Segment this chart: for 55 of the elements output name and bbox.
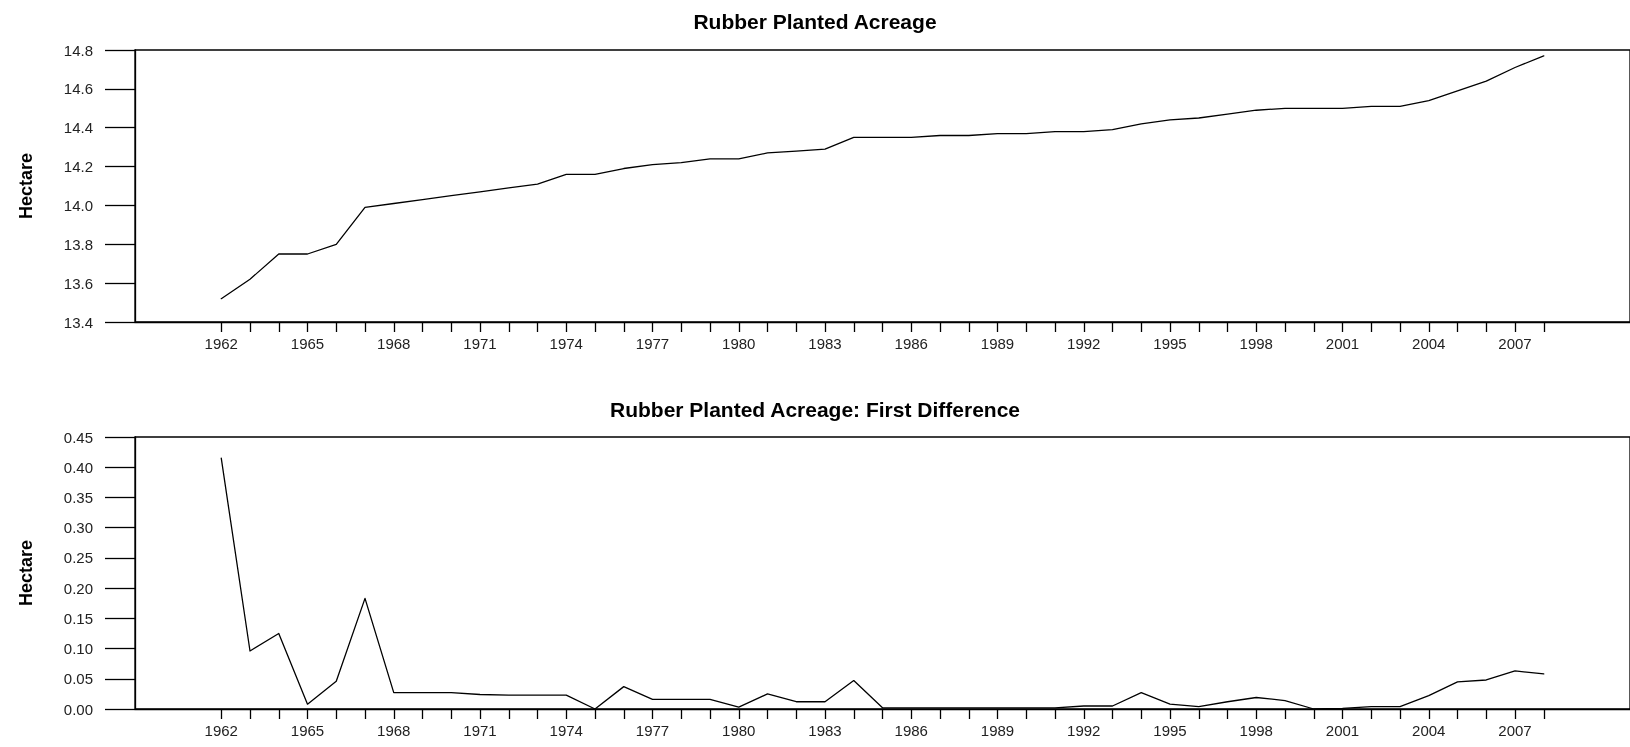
x-tick-label: 1980 (722, 335, 756, 352)
x-tick-label: 1992 (1067, 722, 1101, 739)
x-tick-label: 2004 (1412, 335, 1446, 352)
x-tick-label: 2007 (1498, 335, 1532, 352)
x-tick-label: 1977 (635, 722, 670, 739)
x-tick-label: 1971 (463, 335, 497, 352)
x-tick-label: 1965 (290, 335, 325, 352)
x-tick-label: 1983 (808, 722, 842, 739)
x-tick-label: 1989 (980, 722, 1015, 739)
x-tick-label: 1992 (1067, 335, 1101, 352)
x-tick-label: 1989 (980, 335, 1015, 352)
y-tick-label: 13.6 (63, 274, 93, 292)
y-tick-label: 0.40 (63, 458, 93, 476)
chart-title: Rubber Planted Acreage (693, 10, 937, 33)
y-tick-label: 14.0 (63, 196, 93, 214)
x-tick-label: 1971 (463, 722, 497, 739)
x-tick-label: 1962 (204, 722, 238, 739)
y-tick-label: 14.8 (63, 41, 93, 59)
y-tick-label: 0.45 (63, 428, 93, 446)
x-tick-label: 1974 (549, 335, 583, 352)
x-tick-label: 1986 (894, 335, 928, 352)
y-tick-label: 0.25 (63, 549, 93, 567)
x-tick-label: 1983 (808, 335, 842, 352)
y-tick-label: 0.00 (63, 700, 93, 718)
x-tick-label: 1968 (377, 335, 411, 352)
x-tick-label: 1974 (549, 722, 583, 739)
x-tick-label: 2001 (1325, 722, 1360, 739)
chart-title: Rubber Planted Acreage: First Difference (610, 398, 1020, 421)
y-tick-label: 0.30 (63, 519, 93, 537)
x-tick-label: 2001 (1325, 335, 1360, 352)
y-tick-label: 0.05 (63, 670, 93, 688)
x-tick-label: 2004 (1412, 722, 1446, 739)
y-tick-label: 0.15 (63, 609, 93, 627)
y-tick-label: 0.20 (63, 579, 93, 597)
x-tick-label: 1995 (1153, 722, 1187, 739)
x-tick-label: 1965 (290, 722, 325, 739)
x-tick-label: 1962 (204, 335, 238, 352)
x-tick-label: 1998 (1239, 335, 1273, 352)
x-tick-label: 1986 (894, 722, 928, 739)
line-series (220, 55, 1545, 300)
x-tick-label: 1977 (635, 335, 670, 352)
y-axis-title: Hectare (16, 539, 36, 607)
y-tick-label: 13.8 (63, 235, 93, 253)
x-tick-label: 2007 (1498, 722, 1532, 739)
y-tick-label: 0.10 (63, 640, 93, 658)
x-tick-label: 1995 (1153, 335, 1187, 352)
x-tick-label: 1998 (1239, 722, 1273, 739)
y-tick-label: 0.35 (63, 488, 93, 506)
y-axis-title: Hectare (16, 152, 36, 220)
y-tick-label: 14.2 (63, 158, 93, 176)
x-tick-label: 1968 (377, 722, 411, 739)
x-tick-label: 1980 (722, 722, 756, 739)
y-tick-label: 13.4 (63, 313, 93, 331)
y-tick-label: 14.4 (63, 119, 93, 137)
y-tick-label: 14.6 (63, 80, 93, 98)
